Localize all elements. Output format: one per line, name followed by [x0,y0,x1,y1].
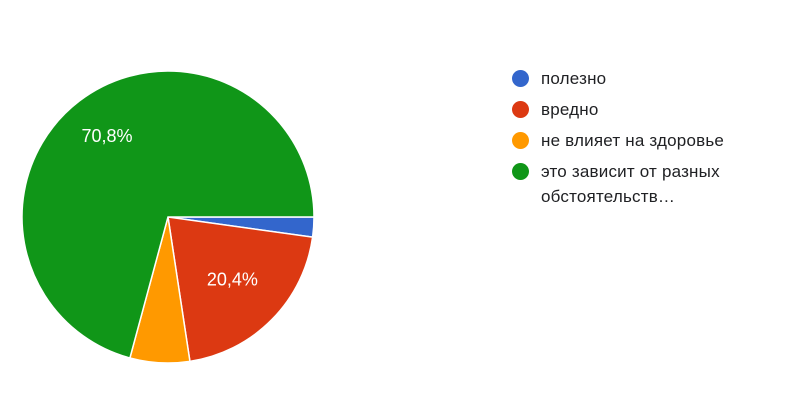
legend-swatch-blue [512,70,529,87]
pie-slice-1[interactable] [167,216,314,363]
legend-label: это зависит от разных обстоятельств… [541,159,720,209]
legend-swatch-green [512,163,529,180]
legend-label-line-1: это зависит от разных [541,162,720,181]
legend-item-ne-vliyaet[interactable]: не влияет на здоровье [512,128,797,153]
pie-slice-labels: 20,4% 70,8% [81,126,257,290]
pie-slices [21,70,315,364]
legend-label: не влияет на здоровье [541,131,725,150]
legend-item-zavisit[interactable]: это зависит от разных обстоятельств… [512,159,797,209]
legend-swatch-red [512,101,529,118]
legend: полезно вредно не влияет на здоровье это… [512,66,797,215]
legend-swatch-orange [512,132,529,149]
legend-label: вредно [541,100,599,119]
slice-value-label: 20,4% [207,269,258,289]
legend-label: полезно [541,69,607,88]
legend-item-vredno[interactable]: вредно [512,97,797,122]
pie-slice-3[interactable] [21,70,315,359]
slice-value-label: 70,8% [81,126,132,146]
legend-label-line-2: обстоятельств… [541,187,676,206]
legend-item-polezno[interactable]: полезно [512,66,797,91]
